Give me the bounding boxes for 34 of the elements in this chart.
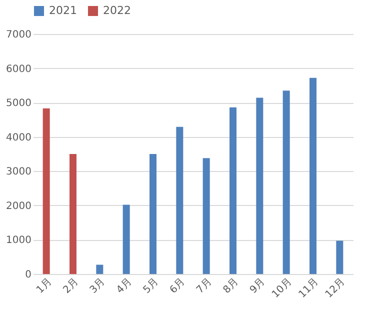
x-tick-label: 9月 bbox=[248, 276, 268, 296]
x-tick-label: 4月 bbox=[114, 276, 134, 296]
y-tick-label: 5000 bbox=[6, 98, 32, 110]
bar bbox=[176, 126, 184, 274]
bar bbox=[70, 154, 76, 274]
y-tick-label: 7000 bbox=[6, 30, 32, 40]
legend-label: 2022 bbox=[103, 4, 131, 17]
x-tick-label: 6月 bbox=[168, 276, 188, 296]
y-tick-label: 3000 bbox=[6, 166, 32, 178]
bar bbox=[310, 78, 316, 274]
bar bbox=[150, 154, 156, 274]
bar bbox=[42, 108, 50, 274]
bar bbox=[256, 98, 264, 274]
y-tick-label: 6000 bbox=[6, 64, 32, 75]
bar bbox=[230, 107, 236, 274]
bar bbox=[202, 158, 210, 274]
bar bbox=[282, 90, 290, 274]
x-tick-label: 5月 bbox=[141, 276, 161, 296]
x-tick-label: 2月 bbox=[61, 276, 81, 296]
legend-label: 2021 bbox=[49, 4, 77, 17]
x-tick-label: 3月 bbox=[88, 276, 108, 296]
x-tick-label: 12月 bbox=[324, 276, 348, 300]
x-tick-label: 8月 bbox=[221, 276, 241, 296]
x-tick-label: 7月 bbox=[194, 276, 214, 296]
bar bbox=[96, 264, 104, 274]
y-tick-label: 0 bbox=[25, 270, 32, 280]
y-tick-label: 4000 bbox=[6, 132, 32, 144]
y-tick-label: 1000 bbox=[6, 235, 32, 246]
x-tick-label: 11月 bbox=[296, 276, 321, 300]
y-tick-label: 2000 bbox=[6, 200, 32, 212]
bar bbox=[122, 204, 130, 274]
bar bbox=[336, 240, 344, 274]
x-tick-label: 1月 bbox=[34, 276, 54, 296]
x-tick-label: 10月 bbox=[270, 276, 294, 300]
